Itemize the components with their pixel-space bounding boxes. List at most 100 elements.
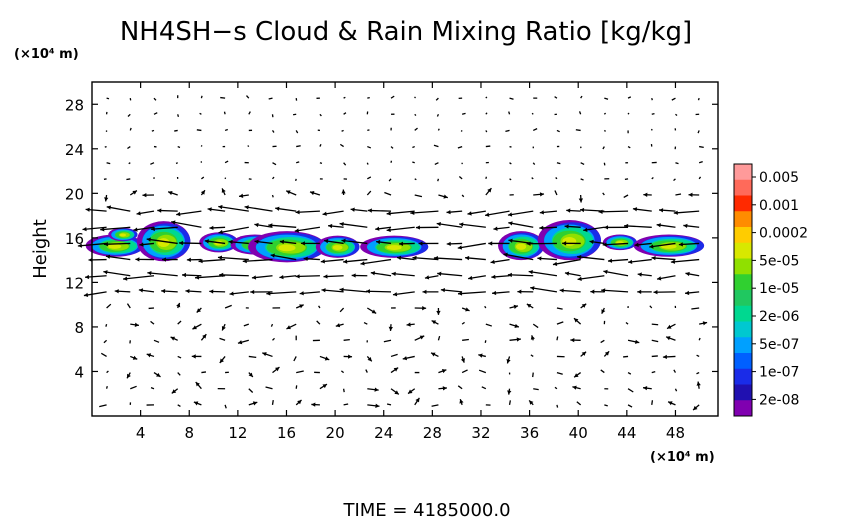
wind-arrow (104, 145, 107, 148)
wind-arrowhead (85, 274, 90, 280)
wind-arrowhead (415, 225, 420, 230)
colorbar-label: 5e-05 (759, 253, 799, 269)
wind-arrowhead (339, 287, 344, 292)
wind-arrow (531, 177, 534, 180)
wind-arrowhead (459, 222, 464, 227)
wind-arrow (366, 190, 372, 196)
wind-arrowhead (275, 206, 280, 211)
wind-arrowhead (248, 372, 253, 377)
wind-arrowhead (598, 209, 603, 214)
colorbar-swatch (734, 164, 752, 181)
wind-arrowhead (103, 242, 108, 247)
x-axis: 4 8 12 16 20 24 28 32 36 40 44 48 (136, 82, 685, 442)
wind-arrowhead (603, 269, 608, 275)
wind-arrowhead (436, 310, 441, 315)
wind-arrow (578, 111, 582, 115)
wind-arrowhead (311, 402, 316, 407)
wind-arrow (386, 403, 392, 406)
wind-arrow (319, 143, 322, 147)
wind-arrow (532, 128, 538, 132)
wind-arrow (219, 337, 226, 341)
wind-arrow (339, 288, 368, 293)
wind-arrow (218, 205, 249, 212)
wind-arrowhead (127, 373, 131, 379)
wind-arrow (200, 95, 203, 99)
wind-arrowhead (419, 335, 425, 340)
wind-arrow (604, 404, 608, 407)
wind-arrow (580, 178, 584, 181)
wind-arrow (201, 371, 207, 374)
wind-arrowhead (443, 194, 448, 199)
wind-arrow (150, 162, 155, 165)
wind-arrow (509, 178, 512, 181)
wind-arrow (577, 275, 605, 280)
wind-arrow (412, 161, 415, 164)
colorbar-label: 2e-08 (759, 392, 799, 408)
wind-arrow (410, 210, 439, 214)
wind-arrow (386, 210, 415, 215)
wind-arrow (556, 371, 563, 375)
wind-arrowhead (581, 303, 587, 308)
wind-arrowhead (670, 259, 676, 264)
wind-arrowhead (431, 320, 437, 325)
wind-arrowhead (656, 223, 661, 228)
wind-arrow (293, 356, 297, 362)
wind-arrow (390, 95, 395, 99)
wind-arrowhead (133, 227, 138, 232)
wind-arrow (435, 97, 439, 101)
x-tick-label: 44 (617, 424, 636, 442)
wind-arrow (485, 96, 488, 99)
wind-arrow (390, 146, 394, 149)
wind-arrowhead (182, 272, 187, 278)
wind-arrow (530, 354, 534, 357)
wind-arrowhead (386, 227, 391, 233)
wind-arrowhead (237, 340, 243, 345)
wind-arrow (509, 97, 514, 100)
wind-arrow (272, 162, 277, 166)
wind-arrow (343, 162, 347, 166)
wind-arrowhead (406, 322, 411, 327)
wind-arrow (603, 270, 629, 277)
wind-arrow (153, 339, 160, 343)
wind-arrow (554, 190, 558, 196)
wind-arrowhead (242, 258, 247, 264)
wind-arrow (580, 162, 585, 166)
wind-arrowhead (410, 210, 415, 215)
wind-arrowhead (323, 274, 328, 279)
wind-arrowhead (77, 243, 82, 248)
wind-arrowhead (268, 223, 273, 228)
wind-arrow (106, 97, 110, 100)
colorbar-label: 0.001 (759, 198, 799, 214)
wind-arrow (556, 321, 564, 325)
wind-arrow (319, 113, 322, 117)
wind-arrow (151, 129, 155, 132)
colorbar-swatch (734, 353, 752, 370)
wind-arrow (296, 145, 301, 148)
colorbar-swatch (734, 368, 752, 385)
y-tick-label: 4 (74, 363, 84, 381)
wind-arrowhead (251, 275, 257, 280)
wind-arrow (194, 275, 226, 279)
wind-arrow (341, 129, 344, 132)
wind-arrow (696, 354, 700, 358)
wind-arrowhead (328, 223, 333, 229)
wind-arrowhead (371, 309, 377, 314)
wind-arrowhead (229, 291, 234, 296)
wind-arrow (343, 338, 350, 341)
wind-arrow (627, 388, 634, 393)
wind-arrowhead (634, 242, 639, 247)
wind-arrowhead (659, 208, 664, 213)
wind-arrowhead (415, 397, 420, 403)
wind-arrow (533, 388, 539, 391)
wind-arrow (552, 258, 581, 266)
wind-arrowhead (138, 288, 144, 293)
colorbar-swatch (734, 400, 752, 417)
wind-arrow (223, 111, 226, 115)
wind-arrowhead (468, 275, 473, 281)
wind-arrowhead (514, 323, 519, 328)
wind-arrowhead (693, 405, 698, 411)
wind-arrow (503, 253, 534, 261)
wind-arrowhead (392, 292, 398, 297)
wind-arrowhead (673, 210, 678, 215)
wind-arrow (436, 114, 440, 117)
